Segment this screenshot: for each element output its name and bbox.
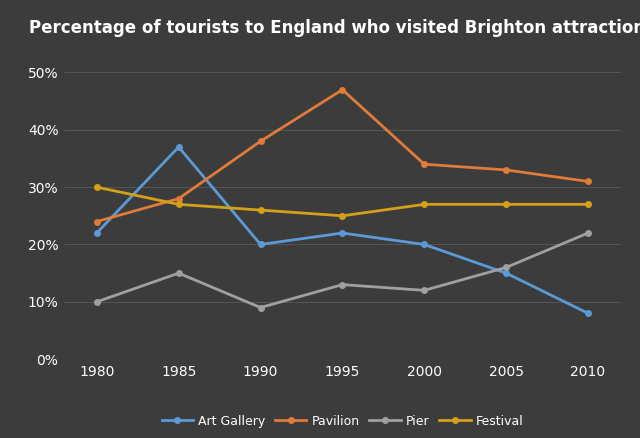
Legend: Art Gallery, Pavilion, Pier, Festival: Art Gallery, Pavilion, Pier, Festival [157, 410, 528, 433]
Art Gallery [175, 145, 182, 150]
Art Gallery [502, 271, 510, 276]
Art Gallery [584, 311, 592, 316]
Pavilion [339, 87, 346, 92]
Pavilion [584, 179, 592, 184]
Art Gallery [93, 230, 100, 236]
Festival [584, 202, 592, 207]
Art Gallery [339, 230, 346, 236]
Art Gallery [257, 242, 264, 247]
Pier [502, 265, 510, 270]
Pavilion [257, 139, 264, 144]
Pier [93, 299, 100, 304]
Pier [339, 282, 346, 287]
Festival [93, 184, 100, 190]
Festival [502, 202, 510, 207]
Festival [339, 213, 346, 219]
Festival [257, 208, 264, 213]
Title: Percentage of tourists to England who visited Brighton attractions: Percentage of tourists to England who vi… [29, 19, 640, 37]
Line: Festival: Festival [94, 184, 591, 219]
Line: Pier: Pier [94, 230, 591, 311]
Pier [420, 288, 428, 293]
Pier [257, 305, 264, 310]
Pavilion [420, 162, 428, 167]
Pavilion [175, 196, 182, 201]
Line: Art Gallery: Art Gallery [94, 144, 591, 316]
Pavilion [93, 219, 100, 224]
Art Gallery [420, 242, 428, 247]
Festival [175, 202, 182, 207]
Line: Pavilion: Pavilion [94, 87, 591, 224]
Pier [584, 230, 592, 236]
Pavilion [502, 167, 510, 173]
Pier [175, 271, 182, 276]
Festival [420, 202, 428, 207]
